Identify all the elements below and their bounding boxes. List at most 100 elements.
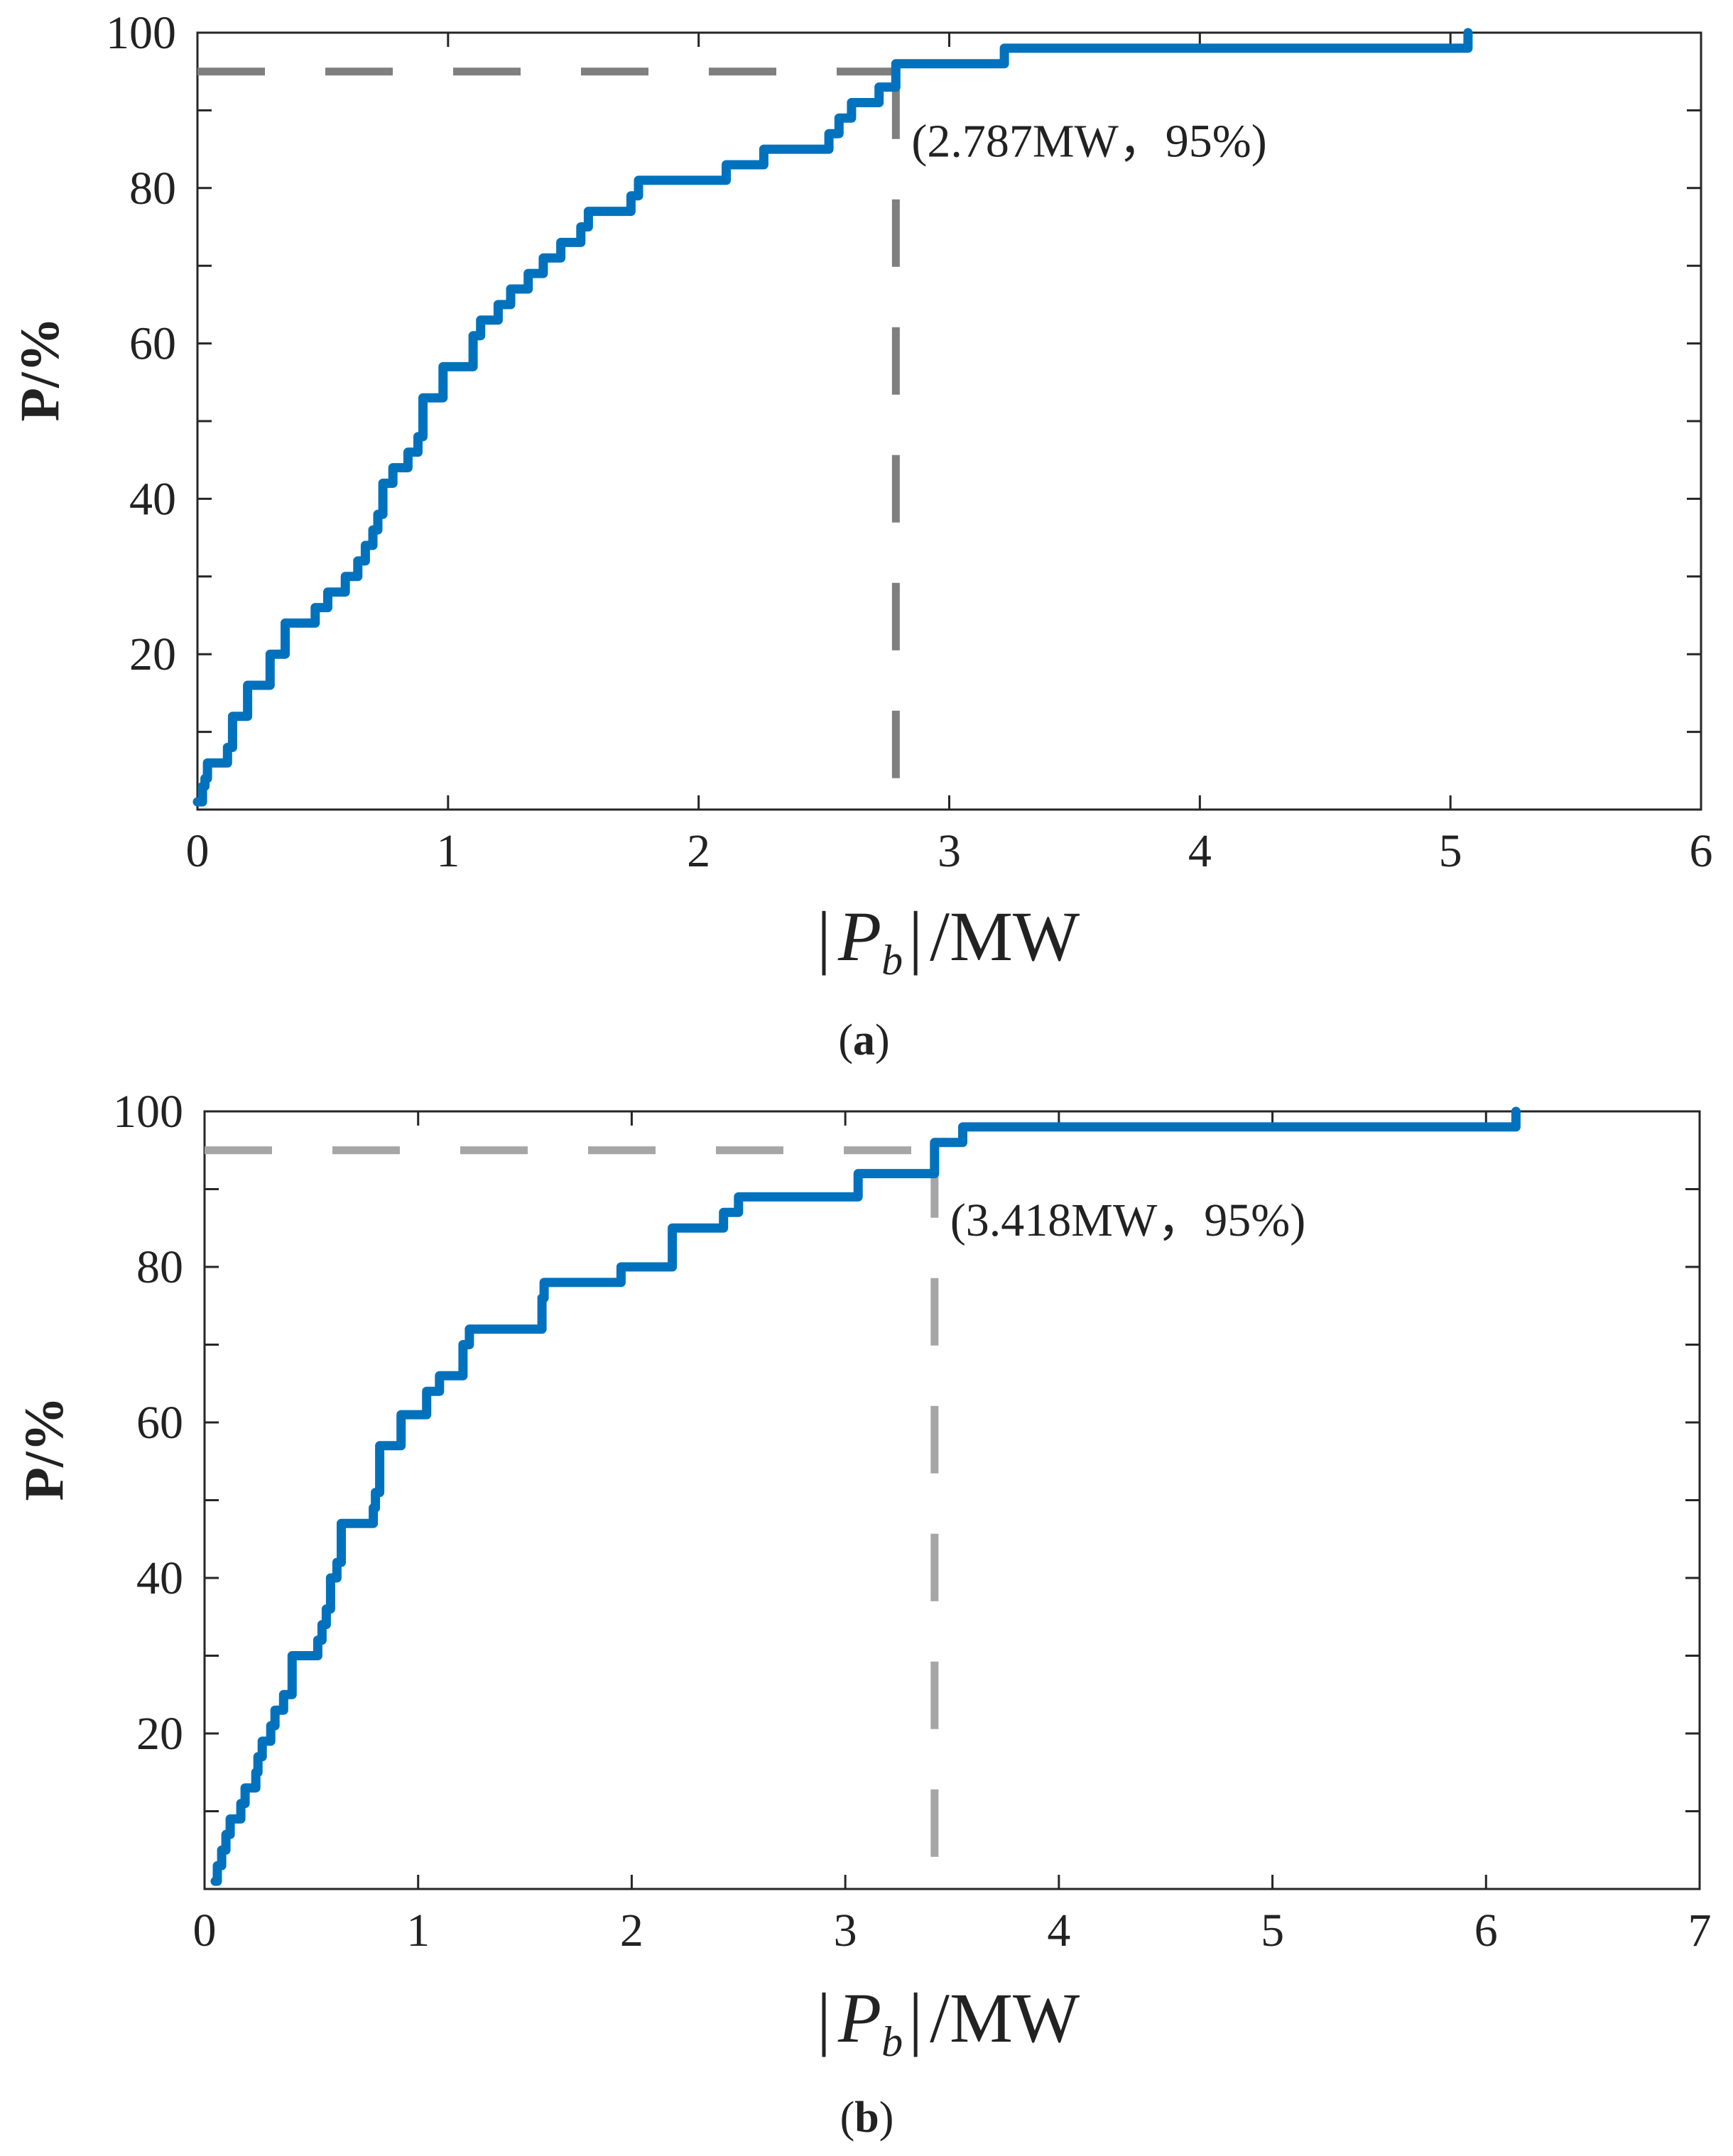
x-label-abs-right: | bbox=[908, 897, 923, 976]
data-point bbox=[373, 1490, 378, 1495]
y-tick-label: 100 bbox=[106, 7, 176, 59]
data-point bbox=[370, 528, 375, 533]
data-point bbox=[228, 1817, 233, 1822]
data-point bbox=[205, 761, 210, 766]
data-point bbox=[260, 1738, 265, 1743]
x-axis-label: | Pb|/MW bbox=[817, 1978, 1080, 2065]
x-tick-label: 4 bbox=[1047, 1905, 1070, 1956]
x-label-variable: P bbox=[837, 897, 881, 976]
data-point bbox=[381, 481, 386, 486]
data-point bbox=[245, 682, 250, 687]
data-point bbox=[736, 1194, 741, 1199]
data-point bbox=[629, 193, 634, 198]
x-label-abs-left: | bbox=[817, 897, 831, 976]
data-point bbox=[377, 1443, 382, 1448]
data-point bbox=[558, 240, 563, 245]
y-axis-label: P/% bbox=[9, 317, 70, 421]
x-tick-label: 5 bbox=[1439, 825, 1462, 877]
x-label-unit: /MW bbox=[930, 1978, 1080, 2057]
data-point bbox=[1465, 31, 1470, 35]
data-point bbox=[243, 1785, 248, 1790]
y-tick-label: 20 bbox=[136, 1708, 183, 1760]
data-point bbox=[224, 1832, 229, 1837]
data-point bbox=[670, 1226, 675, 1231]
y-axis-label: P/% bbox=[13, 1396, 75, 1501]
data-point bbox=[363, 543, 368, 548]
y-tick-label: 80 bbox=[129, 163, 176, 214]
x-tick-label: 0 bbox=[186, 825, 210, 877]
data-point bbox=[225, 745, 230, 750]
panel-caption: (b) bbox=[840, 2094, 894, 2142]
data-point bbox=[415, 434, 420, 439]
data-point bbox=[837, 116, 842, 121]
data-point bbox=[239, 1801, 244, 1806]
x-label-abs-left: | bbox=[817, 1978, 831, 2057]
caption-letter: b bbox=[854, 2094, 879, 2142]
x-tick-label: 1 bbox=[406, 1905, 430, 1956]
data-point bbox=[467, 1327, 472, 1332]
x-tick-label: 5 bbox=[1261, 1905, 1284, 1956]
data-point bbox=[761, 147, 766, 152]
series-line-cdf bbox=[192, 28, 1473, 807]
x-tick-label: 3 bbox=[938, 825, 961, 877]
y-tick-label: 40 bbox=[129, 473, 176, 525]
y-tick-label: 20 bbox=[129, 628, 176, 680]
data-point bbox=[420, 396, 425, 401]
data-point bbox=[509, 287, 514, 292]
x-label-subscript: b bbox=[881, 2018, 903, 2065]
x-axis-label: | Pb|/MW bbox=[817, 897, 1080, 984]
data-point bbox=[849, 100, 854, 105]
data-point bbox=[273, 1708, 278, 1713]
data-point bbox=[1002, 45, 1007, 50]
data-point bbox=[724, 162, 729, 167]
data-point bbox=[636, 178, 641, 183]
data-point bbox=[721, 1210, 726, 1215]
data-point bbox=[313, 605, 317, 610]
data-point bbox=[398, 1412, 403, 1417]
data-point bbox=[219, 1848, 224, 1853]
x-tick-label: 7 bbox=[1688, 1905, 1712, 1956]
data-point bbox=[540, 256, 545, 261]
x-tick-label: 3 bbox=[834, 1905, 857, 1956]
data-point bbox=[437, 1373, 442, 1378]
panel-caption: (a) bbox=[838, 1016, 889, 1065]
data-point bbox=[619, 1265, 624, 1269]
data-point bbox=[215, 1863, 220, 1868]
data-point bbox=[371, 1506, 376, 1510]
caption-open: ( bbox=[838, 1016, 853, 1065]
data-point bbox=[540, 1295, 545, 1300]
caption-letter: a bbox=[853, 1016, 875, 1065]
y-tick-label: 80 bbox=[136, 1241, 183, 1293]
data-point bbox=[893, 61, 898, 66]
data-point bbox=[290, 1653, 295, 1658]
data-point bbox=[283, 621, 288, 626]
data-point bbox=[391, 465, 396, 470]
x-label-variable: P bbox=[837, 1978, 881, 2057]
data-point bbox=[315, 1638, 320, 1643]
data-point bbox=[424, 1389, 429, 1394]
data-point bbox=[496, 302, 501, 307]
y-tick-label: 100 bbox=[113, 1086, 183, 1138]
x-tick-label: 4 bbox=[1188, 825, 1212, 877]
data-point bbox=[254, 1770, 259, 1775]
data-point bbox=[471, 333, 476, 338]
data-point bbox=[324, 1606, 329, 1611]
x-tick-label: 0 bbox=[193, 1905, 217, 1956]
data-point bbox=[256, 1754, 261, 1759]
data-point bbox=[335, 1560, 339, 1565]
data-point bbox=[586, 209, 591, 214]
caption-close: ) bbox=[879, 2094, 894, 2142]
data-point bbox=[202, 776, 207, 781]
data-point bbox=[195, 800, 200, 805]
data-point bbox=[827, 131, 832, 136]
data-point bbox=[230, 714, 235, 719]
y-tick-label: 60 bbox=[129, 318, 176, 370]
x-label-subscript: b bbox=[881, 937, 903, 984]
x-tick-label: 2 bbox=[687, 825, 710, 877]
data-point bbox=[1514, 1109, 1519, 1114]
data-point bbox=[320, 1622, 325, 1627]
data-point bbox=[268, 652, 273, 657]
data-point bbox=[281, 1692, 286, 1697]
